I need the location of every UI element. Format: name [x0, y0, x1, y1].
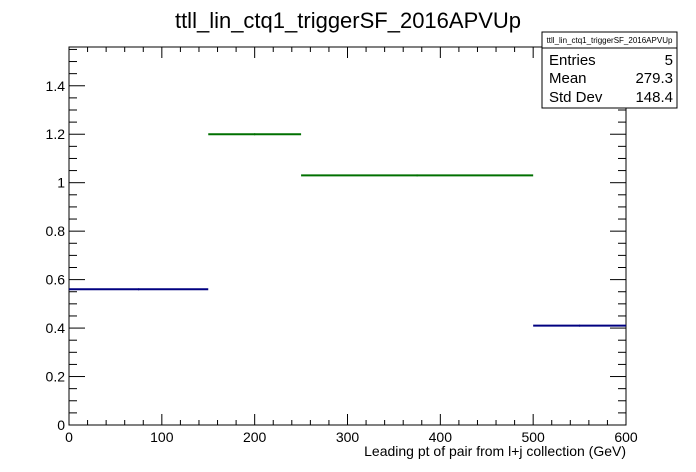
x-tick-label: 200 — [243, 429, 267, 445]
y-tick-label: 0.4 — [46, 320, 66, 336]
x-axis-title: Leading pt of pair from l+j collection (… — [364, 443, 626, 459]
x-tick-label: 500 — [521, 429, 545, 445]
stats-entries-value: 5 — [665, 52, 673, 69]
stats-entries-label: Entries — [549, 52, 596, 69]
stats-box-name: ttll_lin_ctq1_triggerSF_2016APVUp — [547, 36, 673, 45]
y-tick-label: 0.6 — [46, 272, 66, 288]
y-tick-label: 0 — [57, 417, 65, 433]
x-tick-label: 400 — [429, 429, 453, 445]
y-tick-label: 0.2 — [46, 369, 66, 385]
y-tick-label: 1 — [57, 175, 65, 191]
stats-mean-value: 279.3 — [635, 70, 673, 87]
stats-stddev-label: Std Dev — [549, 89, 603, 106]
y-axis: 0 0.2 0.4 0.6 0.8 1 1.2 1.4 — [46, 48, 626, 433]
stats-stddev-value: 148.4 — [635, 89, 673, 106]
x-axis: 0 100 200 300 400 500 600 — [65, 47, 638, 445]
histogram-bins — [69, 133, 626, 327]
y-tick-label: 0.8 — [46, 223, 66, 239]
stats-box: ttll_lin_ctq1_triggerSF_2016APVUp Entrie… — [541, 31, 678, 109]
x-tick-label: 0 — [65, 429, 73, 445]
x-tick-label: 300 — [336, 429, 360, 445]
x-tick-label: 600 — [614, 429, 638, 445]
chart-title: ttll_lin_ctq1_triggerSF_2016APVUp — [175, 8, 521, 33]
stats-mean-label: Mean — [549, 70, 587, 87]
y-tick-label: 1.4 — [46, 78, 66, 94]
x-tick-label: 100 — [150, 429, 174, 445]
stats-box-frame — [541, 31, 678, 109]
y-tick-label: 1.2 — [46, 126, 66, 142]
